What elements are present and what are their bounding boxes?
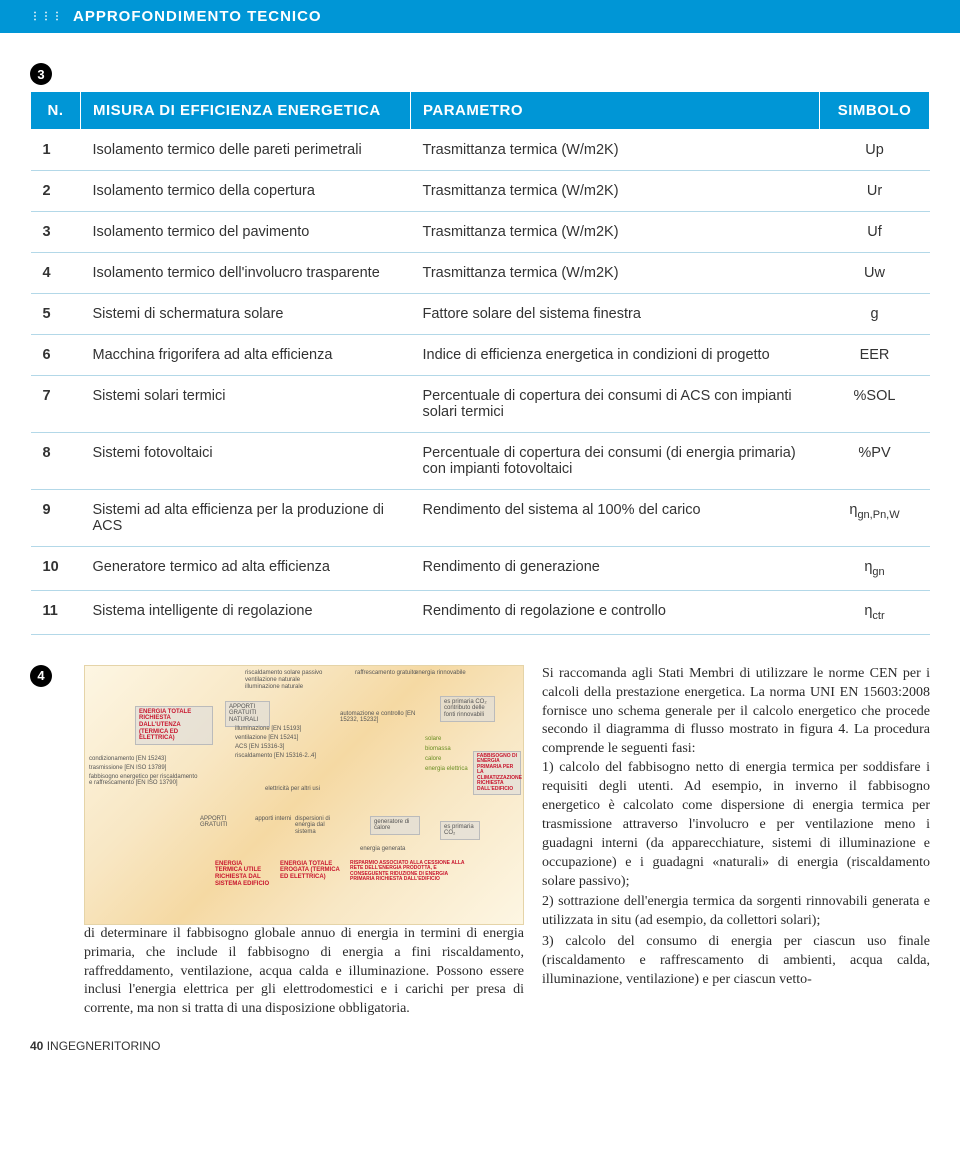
table-row: 5Sistemi di schermatura solareFattore so… bbox=[31, 294, 930, 335]
header-dots-icon: ⋮⋮⋮ bbox=[30, 11, 63, 22]
list-item: 1) calcolo del fabbisogno netto di energ… bbox=[542, 759, 930, 891]
table-row: 8Sistemi fotovoltaiciPercentuale di cope… bbox=[31, 433, 930, 490]
table-row: 10Generatore termico ad alta efficienzaR… bbox=[31, 547, 930, 591]
column-3-text: Si raccomanda agli Stati Membri di utili… bbox=[542, 665, 930, 1019]
table-row: 7Sistemi solari termiciPercentuale di co… bbox=[31, 376, 930, 433]
energy-flow-diagram: riscaldamento solare passivo ventilazion… bbox=[84, 665, 524, 925]
efficiency-table: N. MISURA DI EFFICIENZA ENERGETICA PARAM… bbox=[30, 91, 930, 635]
list-item: 2) sottrazione dell'energia termica da s… bbox=[542, 893, 930, 931]
table-row: 9Sistemi ad alta efficienza per la produ… bbox=[31, 490, 930, 547]
column-2-text: di determinare il fabbisogno globale ann… bbox=[84, 925, 524, 1019]
th-parametro: PARAMETRO bbox=[411, 92, 820, 130]
header-title: APPROFONDIMENTO TECNICO bbox=[73, 8, 322, 25]
figure-4-badge: 4 bbox=[30, 665, 52, 687]
table-row: 1Isolamento termico delle pareti perimet… bbox=[31, 130, 930, 171]
th-n: N. bbox=[31, 92, 81, 130]
list-item: 3) calcolo del consumo di energia per ci… bbox=[542, 933, 930, 990]
page-footer: 40 INGEGNERITORINO bbox=[0, 1039, 960, 1063]
table-row: 11Sistema intelligente di regolazioneRen… bbox=[31, 590, 930, 634]
table-row: 2Isolamento termico della coperturaTrasm… bbox=[31, 171, 930, 212]
table-row: 4Isolamento termico dell'involucro trasp… bbox=[31, 253, 930, 294]
th-simbolo: SIMBOLO bbox=[820, 92, 930, 130]
table-row: 3Isolamento termico del pavimentoTrasmit… bbox=[31, 212, 930, 253]
figure-3-badge: 3 bbox=[30, 63, 52, 85]
th-misura: MISURA DI EFFICIENZA ENERGETICA bbox=[81, 92, 411, 130]
table-row: 6Macchina frigorifera ad alta efficienza… bbox=[31, 335, 930, 376]
header-bar: ⋮⋮⋮ APPROFONDIMENTO TECNICO bbox=[0, 0, 960, 33]
